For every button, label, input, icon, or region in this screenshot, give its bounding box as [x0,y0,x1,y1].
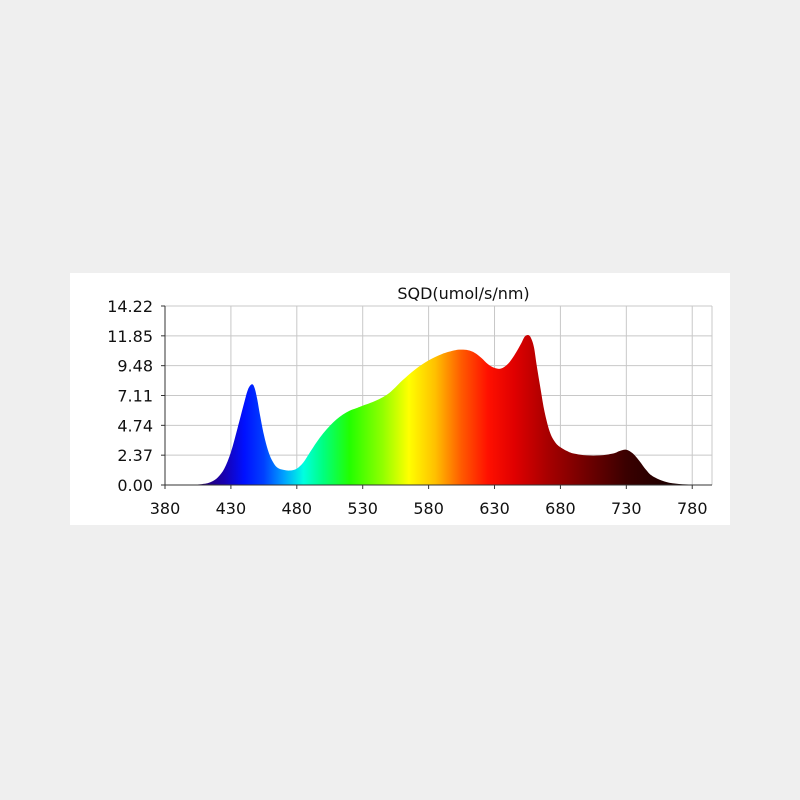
x-tick-label: 380 [150,499,181,518]
y-tick-label: 0.00 [117,476,153,495]
x-tick-label: 430 [216,499,247,518]
axes [161,305,712,489]
spectrum-area [165,335,712,485]
x-tick-label: 780 [677,499,708,518]
spectrum-chart: 380 430 480 530 580 630 680 730 780 0.00 2.37 4.74 7… [107,284,713,518]
y-tick-label: 9.48 [117,357,153,376]
y-tick-label: 2.37 [117,446,153,465]
chart-title: SQD(umol/s/nm) [397,284,529,303]
y-tick-label: 7.11 [117,387,153,406]
tick-labels: 380 430 480 530 580 630 680 730 780 0.00 2.37 4.74 7… [107,297,707,518]
x-tick-label: 630 [479,499,510,518]
x-tick-label: 730 [611,499,642,518]
y-tick-label: 14.22 [107,297,153,316]
x-tick-label: 530 [347,499,378,518]
y-tick-label: 11.85 [107,327,153,346]
chart-card: 380 430 480 530 580 630 680 730 780 0.00 2.37 4.74 7… [70,273,730,525]
y-tick-label: 4.74 [117,416,153,435]
x-tick-label: 480 [282,499,313,518]
x-tick-label: 680 [545,499,576,518]
spectrum-area-layer [165,335,712,485]
x-tick-label: 580 [413,499,444,518]
